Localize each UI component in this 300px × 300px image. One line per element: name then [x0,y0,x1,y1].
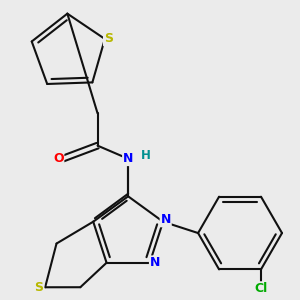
Text: O: O [53,152,64,165]
Text: N: N [123,152,133,165]
Text: N: N [160,214,171,226]
Text: H: H [141,149,151,162]
Text: S: S [34,281,43,294]
Text: S: S [104,32,113,45]
Text: Cl: Cl [254,282,268,295]
Text: N: N [150,256,160,269]
